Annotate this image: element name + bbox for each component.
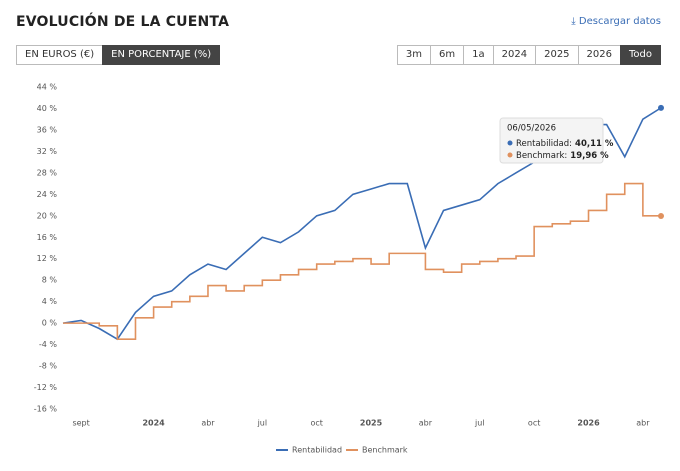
series-line xyxy=(63,182,662,341)
tooltip-box xyxy=(499,117,604,164)
end-point xyxy=(658,104,664,111)
x-tick-label: oct xyxy=(310,419,322,428)
x-tick-label: jul xyxy=(474,419,485,428)
button[interactable]: 2026 xyxy=(577,45,621,65)
y-tick-label: 12 % xyxy=(37,254,58,263)
y-tick-label: -4 % xyxy=(39,340,58,349)
y-tick-label: -8 % xyxy=(39,362,58,371)
range-buttons: 3m 6m 1a 2024 2025 2026 Todo xyxy=(396,45,661,65)
tooltip: 06/05/2026 Rentabilidad: 40,11 % Benchmark:… xyxy=(499,117,614,164)
y-tick-label: 28 % xyxy=(37,168,58,177)
x-tick-label: abr xyxy=(419,419,433,428)
y-tick-label: 4 % xyxy=(42,297,58,306)
tooltip-item: Benchmark: 19,96 % xyxy=(516,151,609,161)
y-tick-label: 20 % xyxy=(37,211,58,220)
tooltip-date: 06/05/2026 xyxy=(507,124,556,134)
x-tick-label: jul xyxy=(257,419,268,428)
tooltip-label: Rentabilidad: xyxy=(516,139,572,149)
y-tick-label: 8 % xyxy=(42,276,58,285)
y-tick-label: -16 % xyxy=(34,405,58,414)
unit-toggle: EN EUROS (€) EN PORCENTAJE (%) xyxy=(16,45,221,65)
y-tick-label: -12 % xyxy=(34,383,58,392)
tooltip-dot xyxy=(507,152,513,158)
button[interactable]: Todo xyxy=(620,45,661,65)
y-tick-label: 24 % xyxy=(37,190,58,199)
tooltip-dot xyxy=(507,140,513,146)
y-tick-label: 36 % xyxy=(37,125,58,134)
y-tick-label: 40 % xyxy=(37,104,58,113)
tooltip-label: Benchmark: xyxy=(516,151,567,161)
x-tick-label: sept xyxy=(72,419,89,428)
x-tick-label: 2024 xyxy=(142,419,165,428)
x-tick-label: oct xyxy=(528,419,540,428)
legend-label: Benchmark xyxy=(362,446,408,455)
download-text[interactable]: Descargar datos xyxy=(578,16,661,27)
end-point xyxy=(658,213,664,220)
button[interactable]: EN PORCENTAJE (%) xyxy=(102,45,221,65)
x-tick-label: 2026 xyxy=(577,419,600,428)
tooltip-value: 40,11 % xyxy=(575,139,614,149)
x-tick-label: 2025 xyxy=(360,419,383,428)
title: EVOLUCIÓN DE LA CUENTA xyxy=(16,14,230,30)
x-tick-label: abr xyxy=(201,419,215,428)
y-tick-label: 16 % xyxy=(37,233,58,242)
x-tick-label: abr xyxy=(636,419,650,428)
y-tick-label: 44 % xyxy=(37,83,58,92)
y-tick-label: 32 % xyxy=(37,147,58,156)
download-link[interactable]: ⤓ Descargar datos xyxy=(571,16,661,27)
tooltip-value: 19,96 % xyxy=(570,151,609,161)
legend-label: Rentabilidad xyxy=(292,446,342,455)
y-tick-label: 0 % xyxy=(42,319,58,328)
tooltip-item: Rentabilidad: 40,11 % xyxy=(516,139,614,149)
